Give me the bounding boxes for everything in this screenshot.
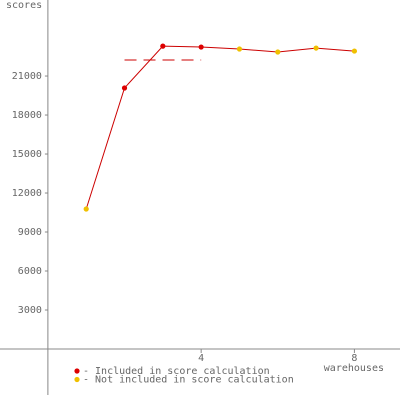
x-axis-label: warehouses bbox=[324, 363, 384, 374]
x-tick-label: 8 bbox=[351, 353, 357, 364]
data-point bbox=[83, 206, 89, 212]
y-tick-label: 9000 bbox=[18, 227, 42, 238]
data-point bbox=[351, 48, 358, 54]
y-tick-label: 21000 bbox=[12, 71, 42, 82]
y-tick-label: 18000 bbox=[12, 110, 42, 121]
data-point bbox=[313, 45, 319, 51]
x-tick-label: 4 bbox=[198, 353, 204, 364]
legend-label: - Not included in score calculation bbox=[83, 375, 294, 386]
y-tick-label: 3000 bbox=[18, 305, 42, 316]
legend-marker bbox=[74, 376, 80, 383]
data-point bbox=[198, 44, 204, 50]
y-tick-label: 6000 bbox=[18, 266, 42, 277]
score-line-series bbox=[85, 45, 355, 210]
legend-marker bbox=[74, 368, 80, 374]
y-axis-label: scores bbox=[6, 0, 42, 11]
data-point bbox=[236, 46, 243, 52]
y-tick-label: 15000 bbox=[12, 149, 42, 160]
legend-label: - Included in score calculation bbox=[83, 366, 270, 377]
y-tick-label: 12000 bbox=[12, 188, 42, 199]
data-point bbox=[275, 49, 281, 55]
data-point bbox=[160, 43, 166, 49]
data-point bbox=[121, 85, 128, 91]
